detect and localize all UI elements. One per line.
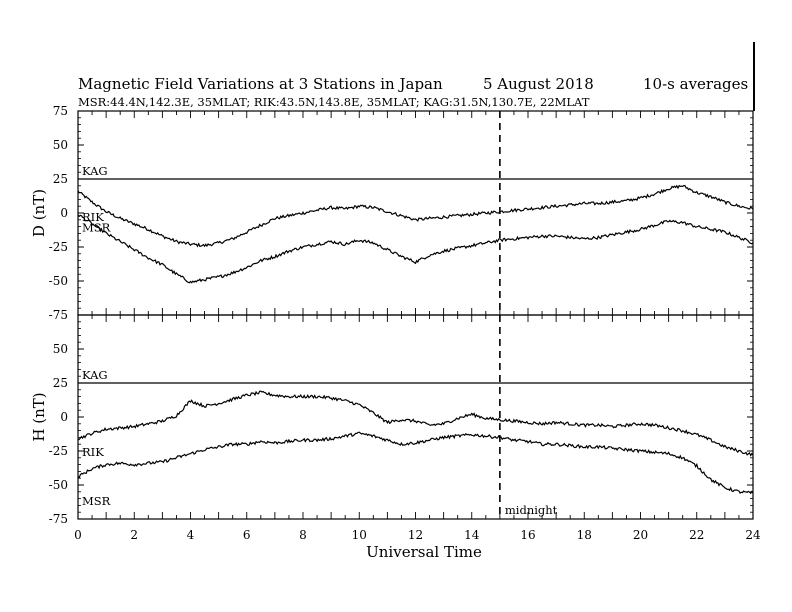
x-tick-label: 6 bbox=[243, 528, 251, 542]
x-tick-label: 22 bbox=[689, 528, 704, 542]
station-list: MSR:44.4N,142.3E, 35MLAT; RIK:43.5N,143.… bbox=[78, 95, 590, 109]
x-axis-label: Universal Time bbox=[366, 543, 482, 561]
x-tick-label: 16 bbox=[520, 528, 535, 542]
midnight-label: midnight bbox=[505, 503, 558, 517]
series-label-rik: RIK bbox=[82, 445, 104, 459]
series-label-msr: MSR bbox=[82, 494, 111, 508]
series-line-rik bbox=[77, 184, 754, 248]
series-label-kag: KAG bbox=[82, 368, 108, 382]
y-tick-label: -25 bbox=[49, 240, 68, 254]
panel-frame-2 bbox=[77, 314, 754, 520]
y-tick-label: 50 bbox=[53, 138, 68, 152]
x-tick-label: 14 bbox=[464, 528, 480, 542]
x-tick-label: 18 bbox=[577, 528, 592, 542]
x-tick-label: 10 bbox=[352, 528, 367, 542]
series-label-kag: KAG bbox=[82, 164, 108, 178]
x-tick-label: 20 bbox=[633, 528, 648, 542]
y-tick-label: -75 bbox=[49, 308, 68, 322]
y-tick-label: 25 bbox=[53, 376, 68, 390]
x-tick-label: 2 bbox=[130, 528, 138, 542]
y-tick-label: 25 bbox=[53, 172, 68, 186]
chart-date: 5 August 2018 bbox=[483, 75, 594, 93]
chart-averaging: 10-s averages bbox=[643, 75, 748, 93]
y-tick-label: 50 bbox=[53, 342, 68, 356]
y-tick-label: 0 bbox=[60, 206, 68, 220]
x-tick-label: 0 bbox=[74, 528, 82, 542]
series-line-rik bbox=[77, 390, 754, 457]
y-tick-label: -75 bbox=[49, 512, 68, 526]
y-tick-label: -50 bbox=[49, 274, 68, 288]
y-axis-label: H (nT) bbox=[30, 392, 48, 441]
x-tick-label: 12 bbox=[408, 528, 423, 542]
x-tick-label: 4 bbox=[187, 528, 195, 542]
y-tick-label: -50 bbox=[49, 478, 68, 492]
x-tick-label: 24 bbox=[745, 528, 761, 542]
series-line-msr bbox=[77, 431, 754, 495]
y-axis-label: D (nT) bbox=[30, 189, 48, 237]
panel-frame-1 bbox=[77, 110, 754, 316]
series-line-msr bbox=[77, 214, 754, 284]
chart-title: Magnetic Field Variations at 3 Stations … bbox=[78, 75, 443, 93]
y-tick-label: 75 bbox=[53, 104, 68, 118]
plot-area: 75 50 25 0 -25 -50 -75 D (nT) KAG RIK MSR 50 25 0 -25 -… bbox=[30, 42, 761, 542]
y-tick-label: -25 bbox=[49, 444, 68, 458]
series-label-msr: MSR bbox=[82, 220, 111, 234]
x-tick-label: 8 bbox=[299, 528, 307, 542]
y-tick-label: 0 bbox=[60, 410, 68, 424]
